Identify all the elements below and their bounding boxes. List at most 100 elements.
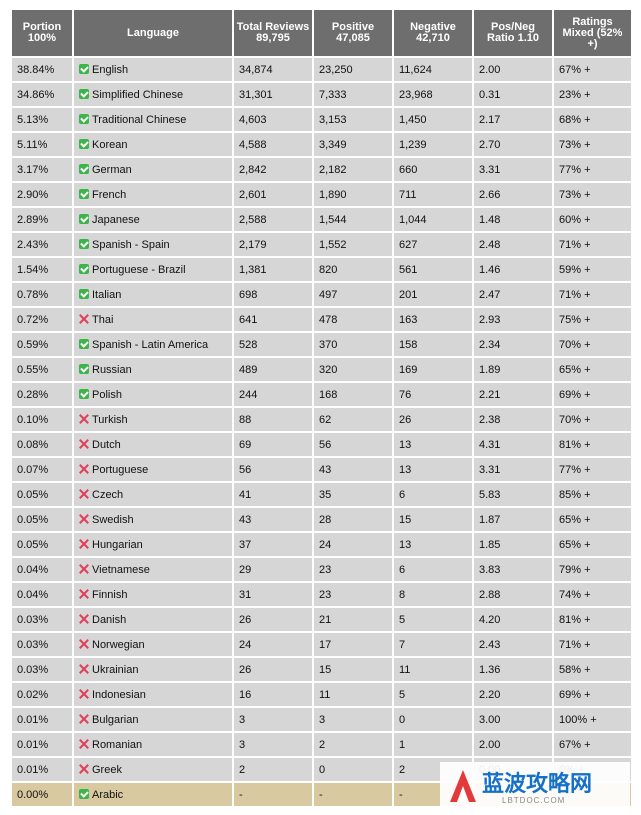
- table-cell: 24: [312, 531, 394, 558]
- table-cell: 2.93: [472, 306, 554, 333]
- table-cell: 1: [392, 731, 474, 758]
- table-row: 0.28% Polish 244 168 76 2.21 69% +: [10, 381, 633, 408]
- table-cell: 1.89: [472, 356, 554, 383]
- table-cell: Vietnamese: [72, 556, 234, 583]
- table-cell: 2,179: [232, 231, 314, 258]
- table-row: 0.02% Indonesian 16 11 5 2.20 69% +: [10, 681, 633, 708]
- table-row: 0.10% Turkish 88 62 26 2.38 70% +: [10, 406, 633, 433]
- table-cell: Hungarian: [72, 531, 234, 558]
- check-icon: [79, 88, 89, 99]
- table-cell: 65% +: [552, 531, 633, 558]
- table-cell: English: [72, 56, 234, 83]
- header-row: Portion 100% Language Total Reviews 89,795…: [10, 8, 633, 58]
- table-cell: 43: [312, 456, 394, 483]
- cross-icon: [79, 564, 89, 574]
- table-cell: Spanish - Latin America: [72, 331, 234, 358]
- header-cell: Language: [72, 8, 234, 58]
- check-icon: [79, 338, 89, 349]
- table-cell: 0.01%: [10, 731, 74, 758]
- table-cell: 1,044: [392, 206, 474, 233]
- table-cell: 26: [232, 656, 314, 683]
- table-cell: 65% +: [552, 506, 633, 533]
- table-cell: 5: [392, 681, 474, 708]
- table-cell: 74% +: [552, 581, 633, 608]
- table-cell: 70% +: [552, 406, 633, 433]
- table-cell: 1,381: [232, 256, 314, 283]
- table-cell: 2.17: [472, 106, 554, 133]
- language-name: Simplified Chinese: [92, 88, 184, 101]
- table-cell: 2.89%: [10, 206, 74, 233]
- table-cell: 5.11%: [10, 131, 74, 158]
- cross-icon: [79, 739, 89, 749]
- table-cell: Spanish - Spain: [72, 231, 234, 258]
- table-cell: 1.36: [472, 656, 554, 683]
- table-cell: 85% +: [552, 481, 633, 508]
- table-cell: 24: [232, 631, 314, 658]
- table-cell: 73% +: [552, 131, 633, 158]
- table-cell: 561: [392, 256, 474, 283]
- table-cell: Ukrainian: [72, 656, 234, 683]
- table-row: 1.54% Portuguese - Brazil 1,381 820 561 1.46 5…: [10, 256, 633, 283]
- table-cell: 0.03%: [10, 656, 74, 683]
- table-row: 0.03% Ukrainian 26 15 11 1.36 58% +: [10, 656, 633, 683]
- table-row: 2.90% French 2,601 1,890 711 2.66 73% +: [10, 181, 633, 208]
- table-row: 0.59% Spanish - Latin America 528 370 158 2.3…: [10, 331, 633, 358]
- table-cell: 627: [392, 231, 474, 258]
- language-name: German: [92, 163, 132, 176]
- table-row: 5.13% Traditional Chinese 4,603 3,153 1,450 2…: [10, 106, 633, 133]
- table-cell: 1.48: [472, 206, 554, 233]
- table-cell: 0.01%: [10, 706, 74, 733]
- table-cell: 81% +: [552, 431, 633, 458]
- check-icon: [79, 288, 89, 299]
- language-name: Swedish: [92, 513, 134, 526]
- table-cell: Norwegian: [72, 631, 234, 658]
- table-cell: 77% +: [552, 156, 633, 183]
- cross-icon: [79, 464, 89, 474]
- table-row: 2.89% Japanese 2,588 1,544 1,044 1.48 60% +: [10, 206, 633, 233]
- table-cell: 17: [312, 631, 394, 658]
- table-cell: 15: [392, 506, 474, 533]
- table-row: 0.78% Italian 698 497 201 2.47 71% +: [10, 281, 633, 308]
- language-table: Portion 100% Language Total Reviews 89,795…: [10, 8, 633, 808]
- cross-icon: [79, 614, 89, 624]
- table-cell: 11: [312, 681, 394, 708]
- table-cell: 497: [312, 281, 394, 308]
- table-cell: 201: [392, 281, 474, 308]
- table-row: 0.04% Vietnamese 29 23 6 3.83 79% +: [10, 556, 633, 583]
- check-icon: [79, 163, 89, 174]
- table-cell: 1,239: [392, 131, 474, 158]
- table-cell: 77% +: [552, 456, 633, 483]
- table-cell: 3,349: [312, 131, 394, 158]
- cross-icon: [79, 664, 89, 674]
- table-cell: 7: [392, 631, 474, 658]
- table-cell: 35: [312, 481, 394, 508]
- table-cell: 244: [232, 381, 314, 408]
- language-name: English: [92, 63, 129, 76]
- table-cell: 3.83: [472, 556, 554, 583]
- language-name: French: [92, 188, 127, 201]
- cross-icon: [79, 414, 89, 424]
- table-cell: 2.00: [472, 56, 554, 83]
- table-cell: 163: [392, 306, 474, 333]
- table-cell: 71% +: [552, 281, 633, 308]
- table-cell: 2.70: [472, 131, 554, 158]
- check-icon: [79, 388, 89, 399]
- table-cell: 76: [392, 381, 474, 408]
- language-name: Ukrainian: [92, 663, 139, 676]
- table-cell: 23,250: [312, 56, 394, 83]
- table-cell: 5.83: [472, 481, 554, 508]
- table-row: 34.86% Simplified Chinese 31,301 7,333 23,96…: [10, 81, 633, 108]
- table-row: 0.05% Czech 41 35 6 5.83 85% +: [10, 481, 633, 508]
- language-name: Japanese: [92, 213, 140, 226]
- table-cell: 3: [312, 706, 394, 733]
- table-cell: Portuguese: [72, 456, 234, 483]
- table-cell: 34,874: [232, 56, 314, 83]
- language-name: Finnish: [92, 588, 128, 601]
- table-row: 0.01% Romanian 3 2 1 2.00 67% +: [10, 731, 633, 758]
- table-cell: 8: [392, 581, 474, 608]
- table-cell: 67% +: [552, 56, 633, 83]
- table-cell: German: [72, 156, 234, 183]
- table-cell: 75% +: [552, 306, 633, 333]
- table-cell: 23: [312, 556, 394, 583]
- table-cell: Dutch: [72, 431, 234, 458]
